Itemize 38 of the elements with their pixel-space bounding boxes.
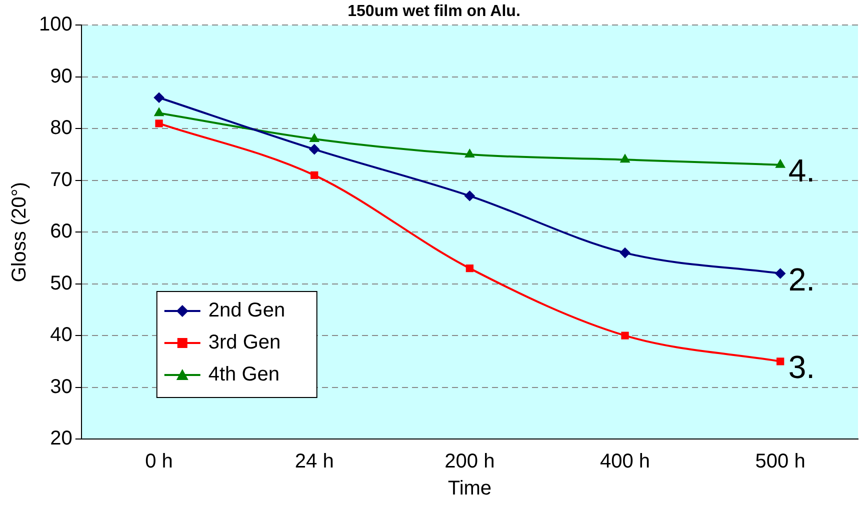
x-tick-label: 200 h <box>444 450 495 473</box>
y-tick-label: 20 <box>50 428 72 450</box>
annotation: 4. <box>788 152 816 189</box>
legend-label: 2nd Gen <box>208 300 286 322</box>
point <box>465 150 474 158</box>
y-tick-label: 50 <box>50 272 72 294</box>
x-tick-label: 24 h <box>294 450 334 473</box>
point <box>775 268 786 278</box>
point <box>620 248 630 258</box>
y-tick-label: 40 <box>50 324 72 346</box>
annotation: 2. <box>788 261 816 298</box>
point <box>466 264 474 272</box>
point <box>309 144 320 154</box>
point <box>776 358 784 366</box>
y-tick-label: 80 <box>50 117 72 140</box>
x-tick-label: 0 h <box>145 450 173 473</box>
annotation: 3. <box>788 349 816 386</box>
point <box>621 332 629 340</box>
y-tick-label: 70 <box>50 168 72 191</box>
x-tick-label: 400 h <box>600 450 650 473</box>
y-tick-label: 60 <box>50 220 72 243</box>
point <box>154 92 164 103</box>
chart-title: 150um wet film on Alu. <box>348 3 520 20</box>
point <box>154 108 164 116</box>
point <box>464 190 475 201</box>
y-tick-label: 90 <box>50 65 72 88</box>
point <box>310 171 318 180</box>
x-axis-title: Time <box>448 478 492 500</box>
point <box>776 160 785 168</box>
y-tick-label: 30 <box>50 376 72 398</box>
y-axis-title: Gloss (20°) <box>8 182 31 282</box>
y-tick-label: 100 <box>38 14 72 36</box>
point <box>620 154 630 163</box>
point <box>310 134 319 142</box>
point <box>155 120 163 128</box>
legend-label: 3rd Gen <box>208 332 281 354</box>
legend-label: 4th Gen <box>208 364 280 386</box>
x-tick-label: 500 h <box>755 450 806 473</box>
